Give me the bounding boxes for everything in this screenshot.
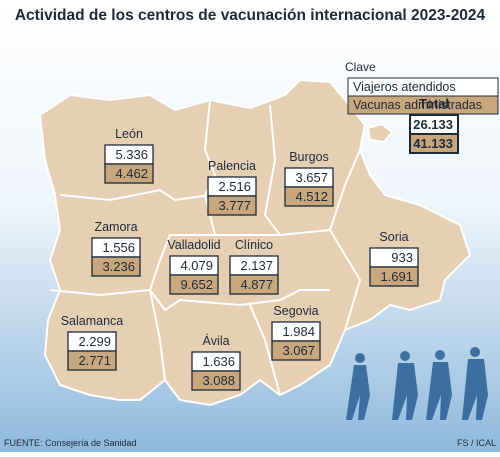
- value-box: [409, 133, 459, 154]
- vacunas-value: 3.777: [218, 198, 251, 213]
- region-name: Salamanca: [61, 314, 124, 328]
- region-name: Clínico: [235, 238, 273, 252]
- viajeros-value: 1.984: [282, 324, 315, 339]
- viajeros-value: 2.137: [240, 258, 273, 273]
- region-name: Valladolid: [167, 238, 220, 252]
- viajeros-value: 3.657: [295, 170, 328, 185]
- viajeros-value: 26.133: [413, 117, 453, 132]
- legend-title: Clave: [345, 60, 376, 74]
- region-name: Soria: [379, 230, 408, 244]
- viajeros-value: 1.636: [202, 354, 235, 369]
- vacunas-value: 3.236: [102, 259, 135, 274]
- region-name: Ávila: [202, 333, 229, 348]
- value-box: [91, 256, 141, 277]
- value-box: [67, 350, 117, 371]
- vacunas-value: 4.512: [295, 189, 328, 204]
- enclave: [366, 122, 394, 144]
- region-name: Segovia: [273, 304, 318, 318]
- value-box: [229, 274, 279, 295]
- viajeros-value: 5.336: [115, 147, 148, 162]
- total-label: Total: [419, 96, 449, 111]
- vacunas-value: 3.067: [282, 343, 315, 358]
- value-box: [271, 340, 321, 361]
- viajeros-value: 2.299: [78, 334, 111, 349]
- vacunas-value: 4.462: [115, 166, 148, 181]
- value-box: [191, 370, 241, 391]
- value-box: [207, 195, 257, 216]
- value-box: [284, 186, 334, 207]
- viajeros-value: 2.516: [218, 179, 251, 194]
- region-name: Palencia: [208, 159, 256, 173]
- vacunas-value: 2.771: [78, 353, 111, 368]
- viajeros-value: 933: [391, 250, 413, 265]
- region-name: Zamora: [94, 220, 137, 234]
- vacunas-value: 9.652: [180, 277, 213, 292]
- value-box: [169, 274, 219, 295]
- vacunas-value: 3.088: [202, 373, 235, 388]
- vacunas-value: 41.133: [413, 136, 453, 151]
- value-box: [104, 163, 154, 184]
- vacunas-value: 1.691: [380, 269, 413, 284]
- region-name: Burgos: [289, 150, 329, 164]
- value-box: [369, 266, 419, 287]
- legend-item: Vacunas administradas: [353, 98, 482, 112]
- vacunas-value: 4.877: [240, 277, 273, 292]
- title: Actividad de los centros de vacunación i…: [15, 7, 486, 24]
- hikers: [346, 347, 488, 420]
- credit: FS / ICAL: [457, 438, 496, 448]
- region-name: León: [115, 127, 143, 141]
- source: FUENTE: Consejería de Sanidad: [4, 438, 137, 448]
- viajeros-value: 1.556: [102, 240, 135, 255]
- viajeros-value: 4.079: [180, 258, 213, 273]
- legend-item: Viajeros atendidos: [353, 80, 456, 94]
